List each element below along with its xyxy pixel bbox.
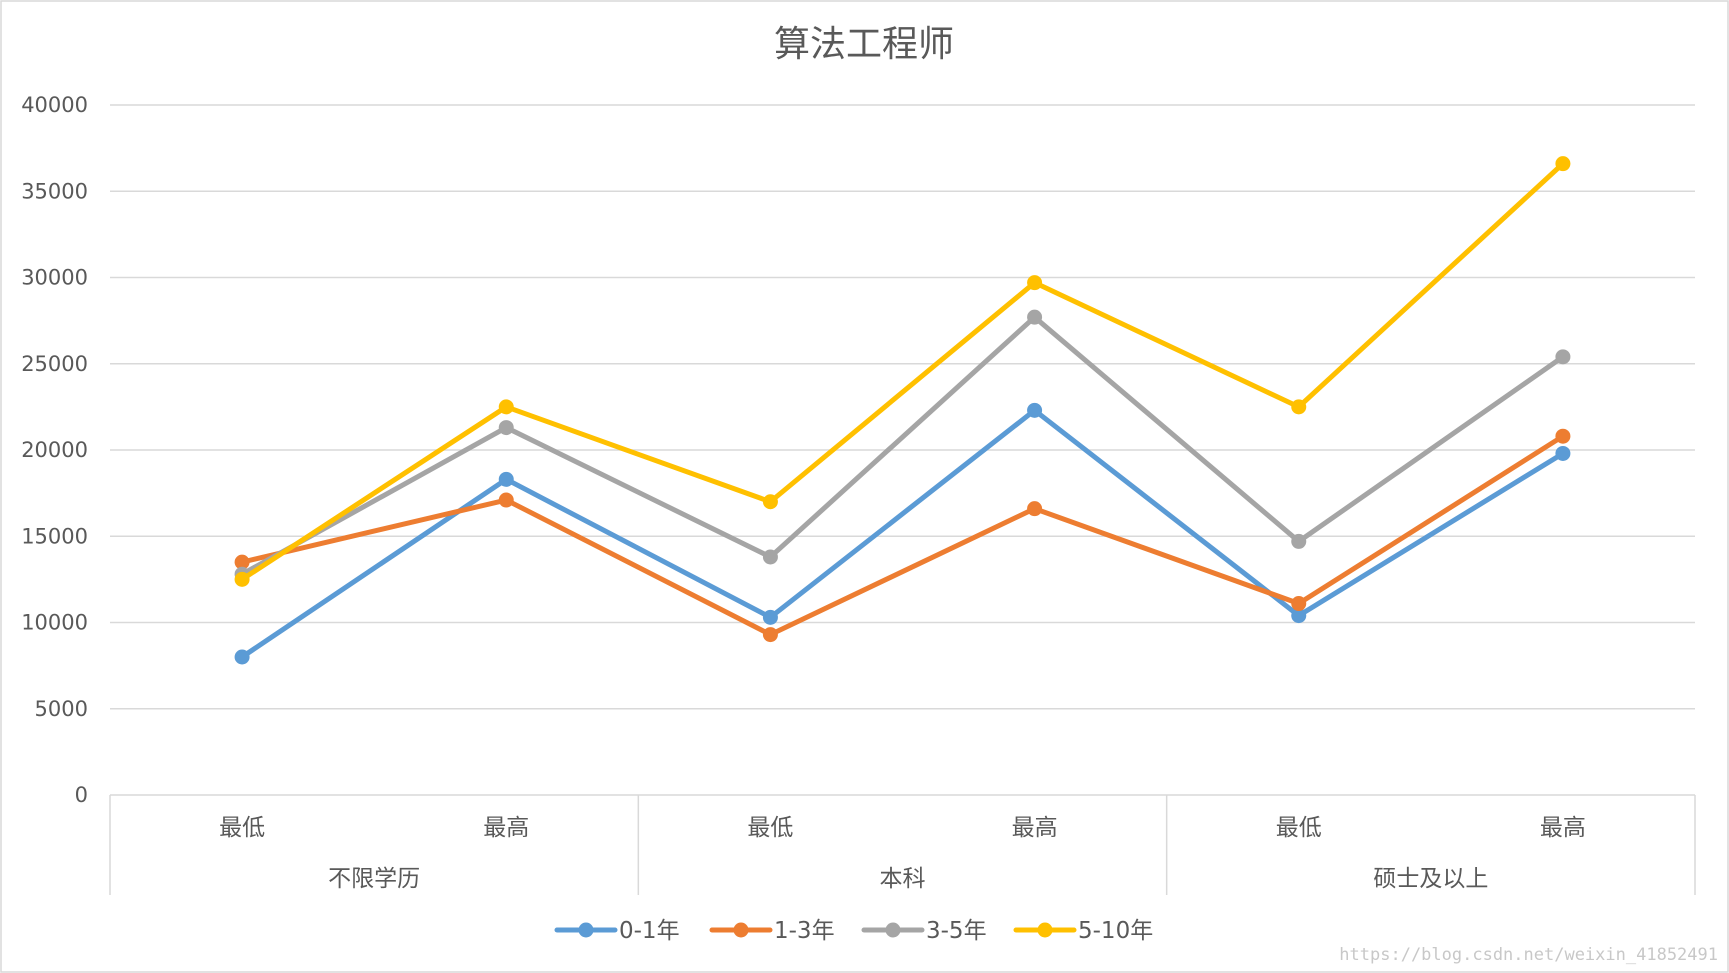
data-point <box>1555 156 1571 172</box>
legend: 0-1年 1-3年 3-5年 5-10年 <box>554 918 1153 944</box>
data-point <box>498 420 514 436</box>
data-point <box>1555 428 1571 444</box>
series-lines <box>234 156 1571 665</box>
legend-label: 3-5年 <box>926 918 987 944</box>
data-point <box>1291 608 1307 624</box>
data-point <box>762 627 778 643</box>
data-point <box>1555 349 1571 365</box>
series-line <box>239 433 1566 638</box>
series-3-5年 <box>234 309 1571 582</box>
watermark-text: https://blog.csdn.net/weixin_41852491 <box>1339 945 1718 965</box>
data-point <box>234 571 250 587</box>
data-point <box>498 399 514 415</box>
data-point <box>762 549 778 565</box>
y-tick-label: 15000 <box>21 524 88 548</box>
legend-swatch-marker <box>733 922 749 938</box>
y-tick-label: 25000 <box>21 352 88 376</box>
legend-item: 3-5年 <box>861 918 987 944</box>
data-point <box>1291 596 1307 612</box>
x-tick-label: 最低 <box>1276 815 1322 841</box>
data-point <box>762 609 778 625</box>
category-group-label: 本科 <box>880 866 926 892</box>
data-point <box>1027 275 1043 291</box>
legend-item: 1-3年 <box>709 918 835 944</box>
y-tick-label: 40000 <box>21 93 88 117</box>
series-line <box>239 314 1566 577</box>
x-tick-label: 最低 <box>747 815 793 841</box>
axes: 0 5000 10000 15000 20000 25000 30000 35000 40000… <box>21 93 1696 895</box>
data-point <box>1291 533 1307 549</box>
x-tick-label: 最高 <box>483 815 529 841</box>
x-tick-label: 最低 <box>219 815 265 841</box>
data-point <box>234 649 250 665</box>
x-tick-label: 最高 <box>1540 815 1586 841</box>
legend-label: 5-10年 <box>1078 918 1153 944</box>
series-5-10年 <box>234 156 1571 587</box>
y-tick-label: 0 <box>75 783 88 807</box>
category-group-label: 不限学历 <box>328 866 420 892</box>
data-point <box>1291 399 1307 415</box>
y-tick-label: 5000 <box>35 697 88 721</box>
series-line <box>239 161 1566 582</box>
legend-label: 0-1年 <box>619 918 680 944</box>
y-tick-label: 35000 <box>21 179 88 203</box>
series-1-3年 <box>234 428 1571 643</box>
chart-title: 算法工程师 <box>774 24 954 65</box>
gridlines <box>110 104 1695 710</box>
data-point <box>1027 309 1043 325</box>
data-point <box>234 554 250 570</box>
data-point <box>1027 501 1043 517</box>
data-point <box>1027 402 1043 418</box>
legend-swatch-marker <box>885 922 901 938</box>
y-tick-label: 20000 <box>21 438 88 462</box>
legend-item: 5-10年 <box>1013 918 1153 944</box>
legend-item: 0-1年 <box>554 918 680 944</box>
data-point <box>498 492 514 508</box>
legend-swatch-marker <box>1037 922 1053 938</box>
x-tick-label: 最高 <box>1012 815 1058 841</box>
data-point <box>762 494 778 510</box>
category-group-label: 硕士及以上 <box>1373 866 1488 892</box>
data-point <box>1555 445 1571 461</box>
data-point <box>498 471 514 487</box>
y-tick-label: 30000 <box>21 266 88 290</box>
legend-swatch-marker <box>578 922 594 938</box>
y-tick-label: 10000 <box>21 611 88 635</box>
legend-label: 1-3年 <box>774 918 835 944</box>
